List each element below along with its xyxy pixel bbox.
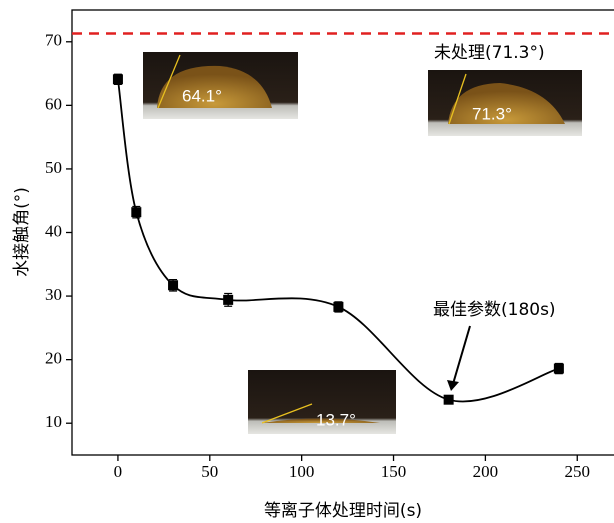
inset-label: 64.1° (182, 86, 222, 105)
x-tick-label: 200 (473, 462, 499, 481)
x-tick-label: 0 (114, 462, 123, 481)
arrowhead (447, 380, 459, 391)
x-tick-label: 50 (201, 462, 218, 481)
marker (168, 280, 178, 290)
x-tick-label: 250 (565, 462, 591, 481)
y-tick-label: 70 (45, 31, 62, 50)
annotation: 未处理(71.3°) (434, 43, 545, 63)
y-tick-label: 10 (45, 412, 62, 431)
annotation: 最佳参数(180s) (433, 300, 556, 320)
marker (113, 74, 123, 84)
x-axis-label: 等离子体处理时间(s) (264, 501, 422, 521)
x-tick-label: 100 (289, 462, 315, 481)
y-tick-label: 20 (45, 349, 62, 368)
y-tick-label: 30 (45, 285, 62, 304)
marker (223, 295, 233, 305)
y-axis-label: 水接触角(°) (12, 187, 32, 277)
inset-label: 71.3° (472, 104, 512, 123)
inset-image: 13.7° (248, 370, 396, 434)
inset-image: 64.1° (143, 52, 298, 119)
y-tick-label: 60 (45, 94, 62, 113)
x-tick-label: 150 (381, 462, 407, 481)
marker (444, 395, 454, 405)
chart: 64.1° 71.3° 13.7° 未处理(71.3°) 最佳参数(180s) … (0, 0, 614, 523)
arrow (453, 326, 470, 384)
inset-label: 13.7° (316, 410, 356, 429)
marker (554, 364, 564, 374)
inset-image: 71.3° (428, 70, 582, 136)
marker (333, 302, 343, 312)
insets: 64.1° 71.3° 13.7° (143, 52, 582, 434)
y-tick-label: 40 (45, 221, 62, 240)
marker (131, 207, 141, 217)
y-tick-label: 50 (45, 158, 62, 177)
